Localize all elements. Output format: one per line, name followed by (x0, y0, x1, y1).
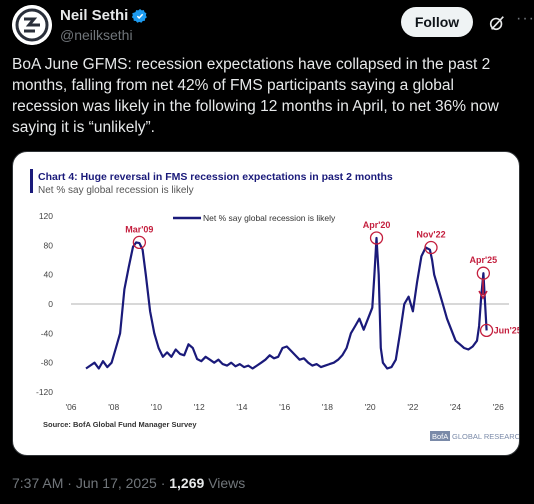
author-handle[interactable]: @neilksethi (60, 27, 133, 43)
y-tick-label: -80 (41, 358, 54, 368)
series-line (85, 236, 488, 370)
y-tick-label: -120 (36, 387, 53, 397)
x-tick-label: '24 (450, 402, 461, 412)
annotation-circle (369, 231, 384, 245)
legend-label: Net % say global recession is likely (203, 213, 336, 223)
tweet-media-chart[interactable]: Chart 4: Huge reversal in FMS recession … (12, 151, 520, 456)
down-arrow-icon (478, 279, 488, 300)
annotation-label: Apr'20 (363, 220, 391, 230)
annotation-circle (424, 240, 438, 255)
chart-subtitle: Net % say global recession is likely (38, 185, 194, 196)
x-tick-label: '08 (108, 402, 119, 412)
annotation-circle (479, 323, 494, 338)
y-tick-label: 40 (44, 270, 54, 280)
tweet-meta: 7:37 AM · Jun 17, 2025 · 1,269 Views (12, 475, 245, 491)
y-tick-label: -40 (41, 328, 54, 338)
author-display-name-row[interactable]: Neil Sethi (60, 7, 148, 24)
annotation-label: Mar'09 (125, 224, 153, 234)
views-label: Views (208, 475, 246, 491)
bofa-logo-text: BofA (432, 432, 448, 441)
chart-source: Source: BofA Global Fund Manager Survey (43, 420, 197, 429)
x-tick-label: '16 (279, 402, 290, 412)
x-tick-label: '12 (194, 402, 205, 412)
meta-separator: · (160, 475, 166, 491)
views-count: 1,269 (169, 475, 205, 491)
tweet-date[interactable]: Jun 17, 2025 (75, 475, 157, 491)
y-tick-label: 80 (44, 240, 54, 250)
chart-title: Chart 4: Huge reversal in FMS recession … (38, 171, 393, 183)
follow-button[interactable]: Follow (401, 7, 473, 37)
x-tick-label: '22 (407, 402, 418, 412)
avatar[interactable] (12, 5, 52, 45)
x-tick-label: '10 (151, 402, 162, 412)
annotation-circle (132, 235, 147, 250)
author-display-name[interactable]: Neil Sethi (60, 7, 129, 24)
x-tick-label: '26 (493, 402, 504, 412)
y-tick-label: 120 (39, 211, 53, 221)
bofa-logo-box (430, 431, 450, 441)
recession-expectations-chart: Chart 4: Huge reversal in FMS recession … (30, 169, 519, 441)
avatar-logo-icon (12, 5, 52, 45)
annotation-label: Apr'25 (470, 255, 498, 265)
verified-badge-icon (132, 8, 148, 23)
annotation-label: Nov'22 (416, 230, 445, 240)
x-tick-label: '14 (236, 402, 247, 412)
x-tick-label: '18 (322, 402, 333, 412)
y-tick-label: 0 (48, 299, 53, 309)
grok-icon[interactable] (488, 14, 506, 32)
x-tick-label: '20 (365, 402, 376, 412)
tweet-header: Neil Sethi @neilksethi Follow ··· (12, 5, 534, 45)
tweet-time[interactable]: 7:37 AM (12, 475, 64, 491)
tweet-text: BoA June GFMS: recession expectations ha… (12, 56, 499, 136)
annotation-label: Jun'25 (494, 325, 519, 335)
more-options-icon[interactable]: ··· (516, 10, 534, 27)
global-research-text: GLOBAL RESEARCH (452, 432, 519, 441)
meta-separator: · (67, 475, 72, 491)
x-tick-label: '06 (65, 402, 76, 412)
title-accent-bar (30, 169, 33, 193)
